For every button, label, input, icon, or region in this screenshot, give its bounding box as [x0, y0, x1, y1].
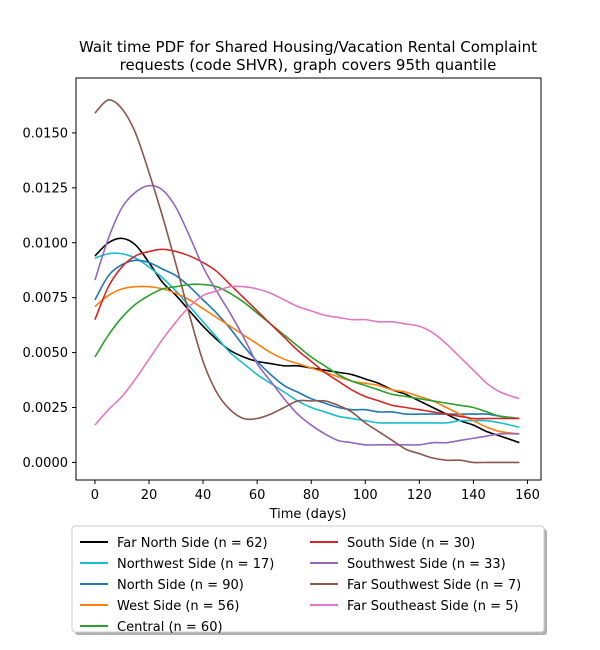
x-tick-label: 0: [91, 488, 99, 503]
y-axis: 0.0000 0.0025 0.0050 0.0075 0.0100 0.0125 0.01…: [23, 126, 76, 471]
series-line-8: [94, 285, 520, 426]
x-tick-label: 20: [141, 488, 158, 503]
legend-box: [71, 525, 545, 633]
x-tick-label: 40: [195, 488, 212, 503]
legend-entry: Northwest Side (n = 17): [117, 557, 274, 572]
legend-entry: Far Southwest Side (n = 7): [347, 578, 521, 593]
x-tick-label: 120: [407, 488, 432, 503]
y-tick-label: 0.0100: [23, 236, 69, 251]
series-line-6: [94, 184, 520, 446]
plot-frame: [75, 77, 542, 481]
series-line-7: [94, 99, 520, 464]
legend-entry: West Side (n = 56): [117, 599, 239, 614]
legend-entry: Far Southeast Side (n = 5): [347, 599, 519, 614]
legend-entry: Central (n = 60): [117, 620, 223, 635]
series-line-4: [94, 283, 520, 420]
chart-title-line-2: requests (code SHVR), graph covers 95th …: [120, 56, 497, 74]
y-tick-label: 0.0150: [23, 126, 69, 141]
y-tick-label: 0.0025: [23, 401, 69, 416]
chart-title-line-1: Wait time PDF for Shared Housing/Vacatio…: [79, 38, 537, 56]
x-tick-label: 60: [249, 488, 266, 503]
x-axis-label: Time (days): [269, 507, 347, 522]
y-tick-label: 0.0050: [23, 346, 69, 361]
x-axis: 0 20 40 60 80 100 120 140 160: [91, 480, 540, 503]
series-line-1: [94, 252, 520, 429]
legend-entry: South Side (n = 30): [347, 536, 475, 551]
series-line-5: [94, 248, 520, 420]
x-tick-label: 100: [353, 488, 378, 503]
x-tick-label: 80: [303, 488, 320, 503]
y-tick-label: 0.0000: [23, 456, 69, 471]
legend-items: Far North Side (n = 62) South Side (n = 3…: [80, 536, 521, 635]
legend-entry: Southwest Side (n = 33): [347, 557, 506, 572]
series-line-2: [94, 259, 520, 420]
y-tick-label: 0.0125: [23, 181, 69, 196]
legend-entry: Far North Side (n = 62): [117, 536, 268, 551]
series-line-3: [94, 285, 520, 435]
chart-title: Wait time PDF for Shared Housing/Vacatio…: [79, 38, 537, 74]
legend-entry: North Side (n = 90): [117, 578, 244, 593]
legend: Far North Side (n = 62) South Side (n = 3…: [71, 525, 547, 635]
x-tick-label: 160: [515, 488, 540, 503]
y-tick-label: 0.0075: [23, 291, 69, 306]
x-tick-label: 140: [461, 488, 486, 503]
plot-lines: [94, 99, 520, 464]
